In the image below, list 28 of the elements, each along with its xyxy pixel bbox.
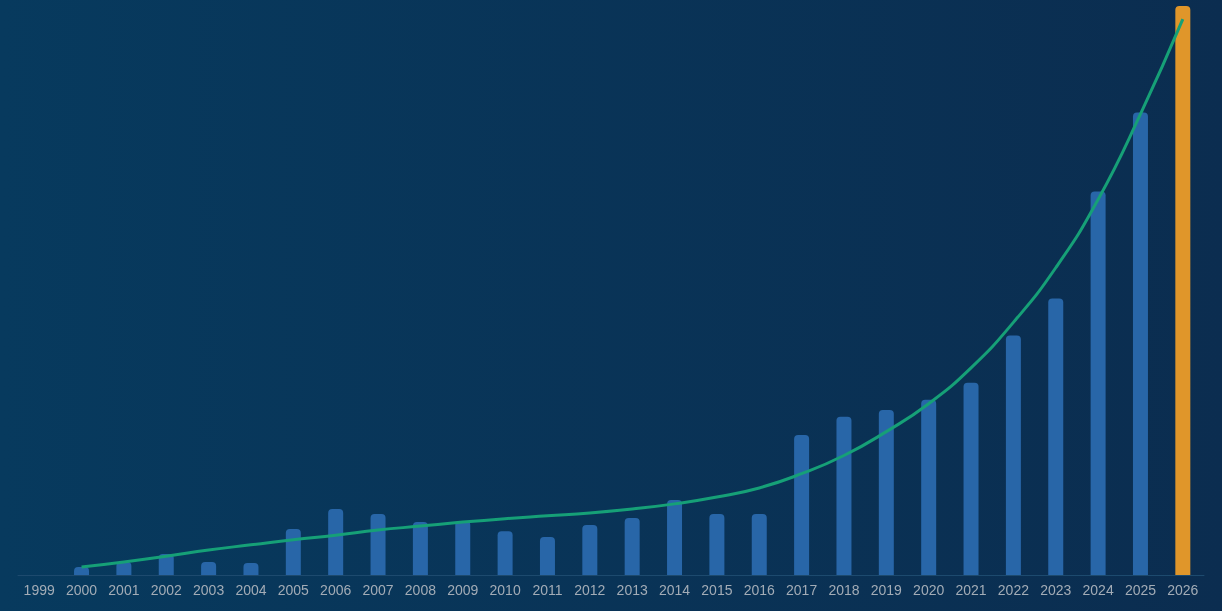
x-tick-label: 2025 [1124, 582, 1157, 598]
x-tick-label: 2006 [320, 582, 352, 598]
x-tick-label: 2012 [574, 582, 606, 598]
x-tick-label: 2023 [1040, 582, 1072, 598]
x-tick-label: 2000 [65, 582, 98, 598]
x-tick-label: 2009 [447, 582, 479, 598]
x-tick-label: 2015 [701, 582, 733, 598]
x-tick-label: 2011 [532, 582, 563, 598]
x-tick-label: 2022 [997, 582, 1030, 598]
x-tick-label: 2004 [235, 582, 267, 598]
x-tick-label: 2002 [150, 582, 183, 598]
x-tick-label: 2010 [489, 582, 521, 598]
x-tick-label: 2001 [108, 582, 140, 598]
x-tick-label: 2007 [362, 582, 394, 598]
x-tick-label: 2020 [913, 582, 945, 598]
x-tick-label: 2018 [828, 582, 860, 598]
x-tick-label: 2019 [870, 582, 903, 598]
x-tick-label: 2017 [786, 582, 818, 598]
x-tick-label: 2008 [404, 582, 437, 598]
x-tick-label: 2005 [277, 582, 310, 598]
x-tick-label: 2026 [1167, 582, 1199, 598]
x-tick-label: 2021 [955, 582, 987, 598]
x-tick-label: 2014 [658, 582, 691, 598]
x-tick-label: 2016 [743, 582, 776, 598]
x-tick-label: 2013 [616, 582, 648, 598]
x-tick-label: 1999 [23, 582, 55, 598]
x-tick-label: 2024 [1082, 582, 1114, 598]
x-tick-label: 2003 [193, 582, 225, 598]
